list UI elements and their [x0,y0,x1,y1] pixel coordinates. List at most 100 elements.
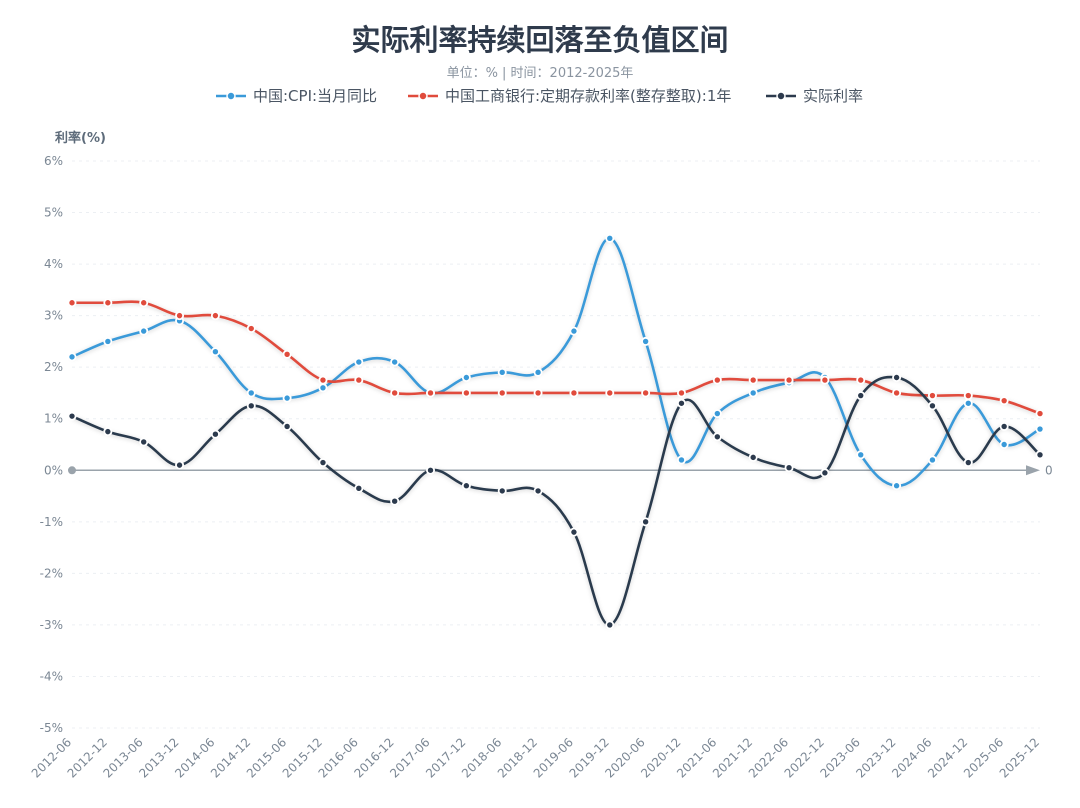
data-point[interactable] [712,409,722,419]
data-point[interactable] [139,326,149,336]
data-point[interactable] [999,421,1009,431]
series-points [67,233,1045,630]
y-tick-label: -5% [40,721,63,735]
data-point[interactable] [210,347,220,357]
data-point[interactable] [712,375,722,385]
series-lines [71,237,1041,627]
data-point[interactable] [318,383,328,393]
data-point[interactable] [175,460,185,470]
data-point[interactable] [461,388,471,398]
data-point[interactable] [426,388,436,398]
data-point[interactable] [461,481,471,491]
data-point[interactable] [533,388,543,398]
y-tick-label: 3% [44,309,63,323]
y-tick-label: -1% [40,515,63,529]
data-point[interactable] [426,465,436,475]
data-point[interactable] [963,398,973,408]
data-point[interactable] [892,388,902,398]
y-tick-label: 5% [44,206,63,220]
data-point[interactable] [820,468,830,478]
y-axis-label: 利率(%) [55,130,106,146]
data-point[interactable] [497,388,507,398]
data-point[interactable] [497,486,507,496]
data-point[interactable] [748,452,758,462]
data-point[interactable] [1035,424,1045,434]
data-point[interactable] [820,375,830,385]
data-point[interactable] [856,391,866,401]
data-point[interactable] [641,517,651,527]
y-tick-label: 4% [44,257,63,271]
data-point[interactable] [282,349,292,359]
data-point[interactable] [927,401,937,411]
data-point[interactable] [390,496,400,506]
data-point[interactable] [246,388,256,398]
data-point[interactable] [927,455,937,465]
legend-label[interactable]: 中国工商银行:定期存款利率(整存整取):1年 [445,87,731,105]
data-point[interactable] [676,455,686,465]
data-point[interactable] [533,486,543,496]
chart-subtitle: 单位：% | 时间：2012-2025年 [447,66,634,81]
data-point[interactable] [354,375,364,385]
data-point[interactable] [784,375,794,385]
data-point[interactable] [676,398,686,408]
data-point[interactable] [569,326,579,336]
data-point[interactable] [103,298,113,308]
data-point[interactable] [892,372,902,382]
data-point[interactable] [210,429,220,439]
legend-label[interactable]: 中国:CPI:当月同比 [253,87,377,105]
data-point[interactable] [856,375,866,385]
data-point[interactable] [246,401,256,411]
data-point[interactable] [1035,409,1045,419]
data-point[interactable] [748,375,758,385]
data-point[interactable] [67,298,77,308]
data-point[interactable] [282,421,292,431]
legend-label[interactable]: 实际利率 [803,87,863,105]
data-point[interactable] [641,336,651,346]
zero-axis-origin-dot [68,466,76,475]
data-point[interactable] [927,391,937,401]
data-point[interactable] [963,458,973,468]
data-point[interactable] [318,375,328,385]
data-point[interactable] [569,388,579,398]
data-point[interactable] [390,388,400,398]
data-point[interactable] [354,483,364,493]
data-point[interactable] [497,367,507,377]
data-point[interactable] [569,527,579,537]
zero-axis: 0 [68,463,1053,477]
data-point[interactable] [390,357,400,367]
data-point[interactable] [963,391,973,401]
data-point[interactable] [533,367,543,377]
data-point[interactable] [103,336,113,346]
data-point[interactable] [605,620,615,630]
zero-axis-label: 0 [1045,463,1053,477]
data-point[interactable] [892,481,902,491]
data-point[interactable] [999,396,1009,406]
data-point[interactable] [210,311,220,321]
y-tick-label: 6% [44,154,63,168]
data-point[interactable] [712,432,722,442]
series-line-1 [72,300,1041,415]
data-point[interactable] [139,298,149,308]
data-point[interactable] [67,411,77,421]
data-point[interactable] [784,463,794,473]
gridlines [72,160,1040,729]
data-point[interactable] [282,393,292,403]
data-point[interactable] [139,437,149,447]
data-point[interactable] [641,388,651,398]
data-point[interactable] [175,311,185,321]
data-point[interactable] [67,352,77,362]
data-point[interactable] [1035,450,1045,460]
data-point[interactable] [605,233,615,243]
data-point[interactable] [246,324,256,334]
data-point[interactable] [103,427,113,437]
legend-marker [226,91,236,101]
data-point[interactable] [999,439,1009,449]
data-point[interactable] [856,450,866,460]
data-point[interactable] [676,388,686,398]
data-point[interactable] [318,458,328,468]
data-point[interactable] [354,357,364,367]
data-point[interactable] [605,388,615,398]
data-point[interactable] [461,372,471,382]
y-tick-label: 0% [44,463,63,477]
data-point[interactable] [748,388,758,398]
